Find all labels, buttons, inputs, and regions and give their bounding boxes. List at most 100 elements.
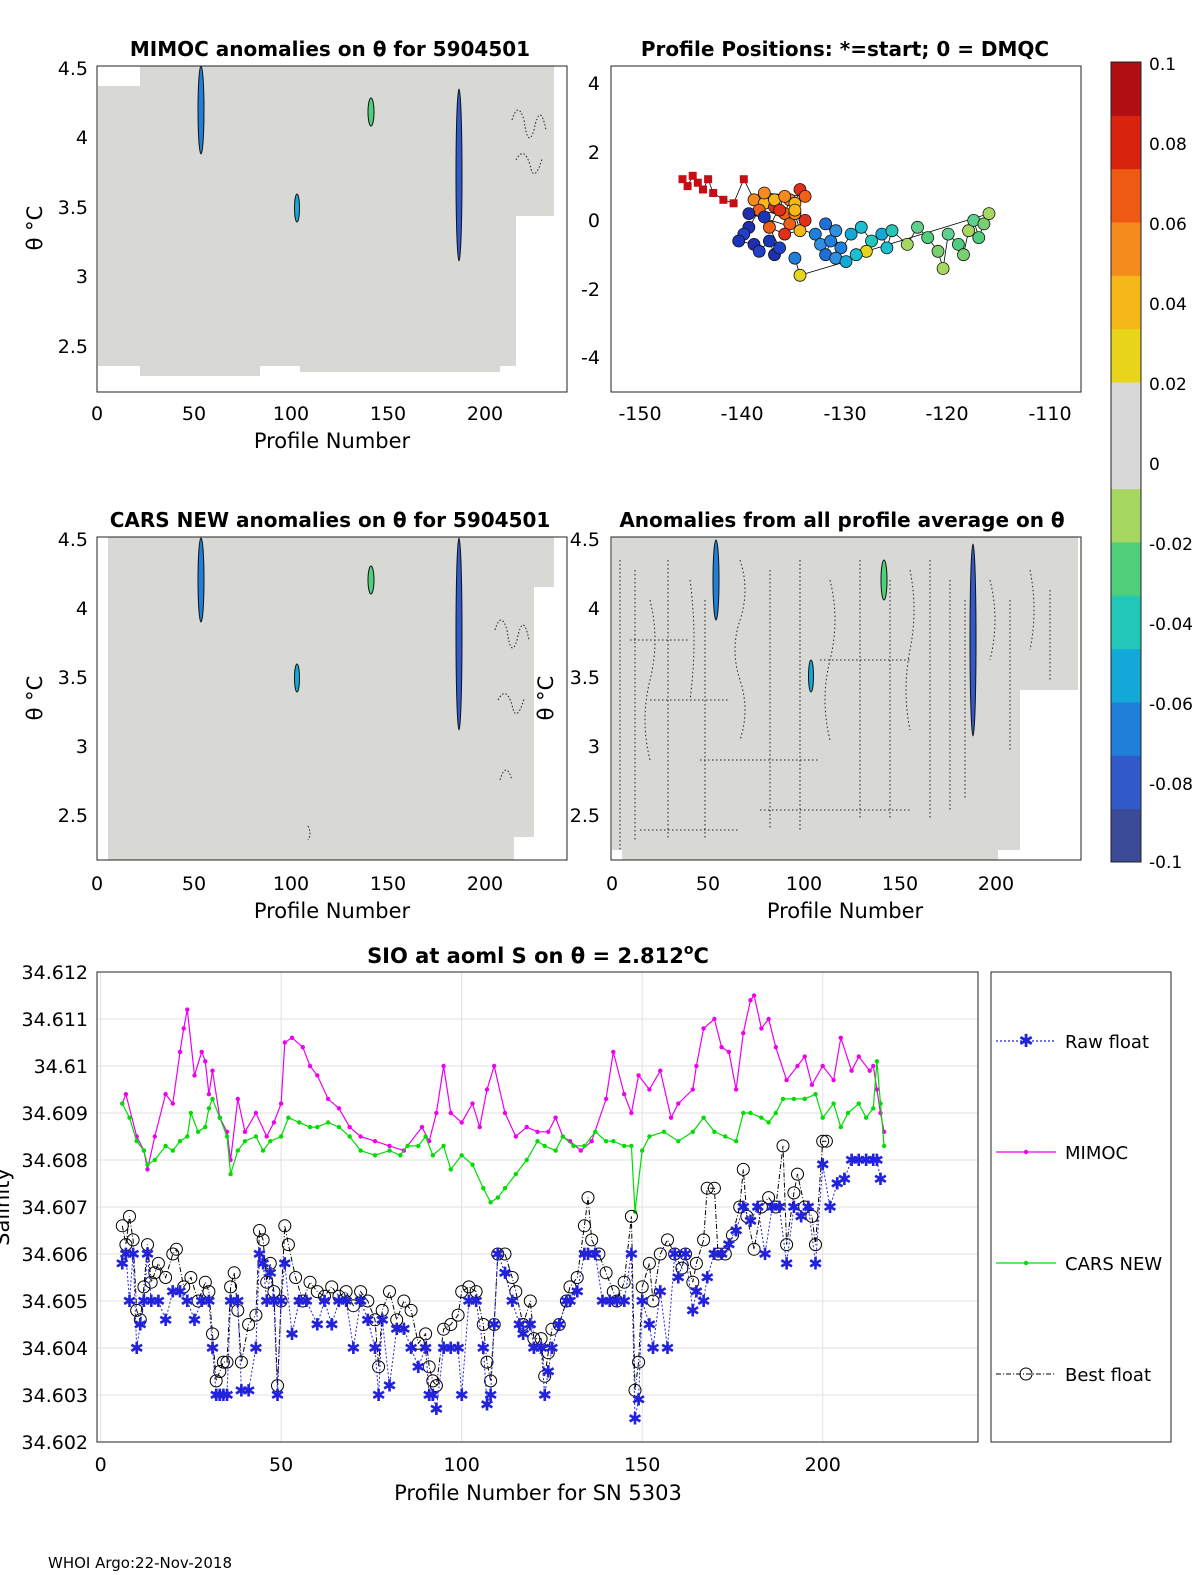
series-point: ✱ — [772, 1198, 786, 1218]
series-point: ✱ — [678, 1245, 692, 1265]
positions-xtick: -120 — [925, 403, 968, 425]
series-point — [690, 1087, 695, 1092]
colorbar-ticks: 0.1 0.08 0.06 0.04 0.02 0 -0.02 -0.04 -0… — [1149, 55, 1193, 873]
allavg-ytick: 4 — [588, 598, 600, 620]
series-point: ✱ — [119, 1245, 133, 1265]
salinity-ytick: 34.612 — [22, 962, 88, 984]
series-point — [137, 1280, 151, 1294]
position-point — [834, 241, 848, 255]
mimoc-ytick: 2.5 — [58, 336, 88, 358]
position-point — [972, 231, 986, 245]
series-point: ✱ — [260, 1292, 274, 1312]
legend-best-label: Best float — [1065, 1365, 1151, 1386]
legend-cars-label: CARS NEW — [1065, 1254, 1162, 1275]
series-point — [217, 1115, 222, 1120]
series-point — [603, 1139, 609, 1144]
series-point — [694, 1063, 699, 1069]
series-point — [358, 1148, 363, 1153]
series-point — [766, 1016, 771, 1022]
cars-heatmap — [108, 537, 554, 860]
series-point — [339, 1285, 353, 1299]
series-point — [289, 1035, 295, 1041]
cars-anomaly-streak-2 — [367, 565, 375, 595]
series-point: ✱ — [491, 1245, 505, 1265]
series-point: ✱ — [866, 1151, 880, 1171]
series-point — [177, 1139, 183, 1144]
series-point: ✱ — [700, 1269, 714, 1289]
mimoc-xtick: 200 — [467, 403, 503, 425]
colorbar: 0.1 0.08 0.06 0.04 0.02 0 -0.02 -0.04 -0… — [1110, 55, 1193, 873]
position-point — [941, 227, 955, 241]
series-point: ✱ — [346, 1339, 360, 1359]
position-point — [982, 207, 996, 221]
series-point — [495, 1195, 500, 1200]
series-point — [697, 1233, 711, 1247]
series-point — [185, 1134, 190, 1139]
mimoc-xtick: 0 — [91, 403, 103, 425]
series-point: ✱ — [213, 1386, 227, 1406]
allavg-contours-horizontal — [630, 639, 910, 831]
series-point — [151, 1256, 165, 1270]
series-point: ✱ — [249, 1339, 263, 1359]
position-point — [952, 237, 965, 251]
position-point — [880, 241, 894, 255]
series-point — [390, 1313, 404, 1327]
series-point: ✱ — [653, 1283, 667, 1303]
series-point: ✱ — [140, 1245, 154, 1265]
colorbar-band — [1111, 808, 1141, 863]
position-point — [854, 220, 868, 234]
series-point — [358, 1134, 363, 1139]
cars-title: CARS NEW anomalies on θ for 5904501 — [110, 508, 551, 532]
series-point: ✱ — [137, 1292, 151, 1312]
series-point — [791, 1167, 804, 1181]
colorbar-gradient — [1111, 62, 1141, 863]
series-point — [581, 1191, 595, 1205]
series-point: ✱ — [577, 1245, 591, 1265]
series-point — [188, 1110, 194, 1116]
cars-field-edge — [514, 537, 534, 837]
series-point — [640, 1148, 645, 1153]
position-point — [752, 244, 766, 258]
position-point — [808, 227, 822, 241]
legend-item-mimoc: MIMOC — [996, 1143, 1128, 1164]
series-point: ✱ — [310, 1316, 324, 1336]
salinity-ytick: 34.605 — [22, 1291, 88, 1313]
series-point: ✱ — [166, 1283, 180, 1303]
series-point: ✱ — [483, 1386, 497, 1406]
series-point — [206, 1092, 212, 1097]
colorbar-band — [1111, 435, 1141, 490]
positions-xtick: -110 — [1028, 403, 1071, 425]
series-point: ✱ — [635, 1292, 649, 1312]
series-point — [141, 1148, 147, 1153]
series-point — [347, 1124, 352, 1130]
series-point — [159, 1271, 173, 1284]
mimoc-title: MIMOC anomalies on θ for 5904501 — [130, 37, 530, 61]
mimoc-axes-box — [96, 65, 568, 393]
series-point: ✱ — [628, 1410, 642, 1430]
series-point — [224, 1280, 238, 1294]
cars-anomaly-streak-1 — [197, 537, 205, 623]
series-point: ✱ — [823, 1198, 837, 1218]
mimoc-xtick: 150 — [370, 403, 406, 425]
series-point: ✱ — [256, 1254, 270, 1274]
series-point — [210, 1096, 215, 1102]
salinity-panel: SIO at aoml S on θ = 2.812oC ✱✱✱✱✱✱✱✱✱✱✱… — [0, 942, 1172, 1505]
legend-raw-marker: ✱ — [1018, 1031, 1033, 1052]
series-point — [838, 1035, 843, 1041]
series-point — [751, 993, 757, 998]
series-point — [203, 1059, 208, 1064]
series-point — [405, 1143, 410, 1149]
series-point — [191, 1294, 205, 1308]
series-point: ✱ — [852, 1151, 866, 1171]
series-point — [553, 1148, 558, 1153]
mimoc-xticks: 0 50 100 150 200 — [91, 403, 503, 425]
colorbar-tick: 0.08 — [1149, 135, 1187, 155]
series-point — [387, 1143, 392, 1149]
series-point — [776, 1139, 790, 1153]
series-point — [227, 1266, 241, 1280]
series-point — [372, 1153, 378, 1158]
series-point: ✱ — [476, 1339, 490, 1359]
series-point — [419, 1327, 433, 1341]
cars-ytick: 2.5 — [58, 805, 88, 827]
salinity-title: SIO at aoml S on θ = 2.812oC — [367, 942, 709, 968]
